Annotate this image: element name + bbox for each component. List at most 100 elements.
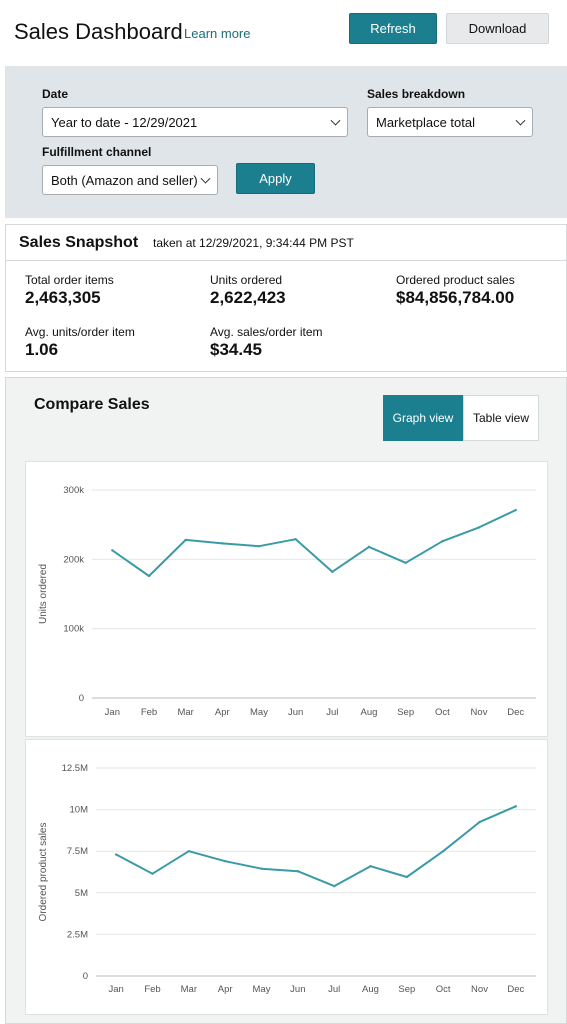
x-tick-label: Jul bbox=[328, 984, 340, 995]
x-tick-label: Feb bbox=[144, 984, 160, 995]
x-tick-label: Dec bbox=[507, 984, 524, 995]
data-point bbox=[441, 850, 445, 853]
chevron-down-icon bbox=[200, 173, 211, 184]
download-button[interactable]: Download bbox=[446, 13, 549, 44]
chevron-down-icon bbox=[515, 115, 526, 126]
metric-label: Avg. sales/order item bbox=[210, 325, 323, 339]
chevron-down-icon bbox=[330, 115, 341, 126]
data-point bbox=[294, 538, 297, 541]
ordered-product-sales-chart-panel: 0 2.5M 5M 7.5M 10M 12.5M Ordered product sales… bbox=[25, 739, 548, 1015]
y-axis-label: Ordered product sales bbox=[38, 823, 49, 922]
data-point bbox=[114, 853, 118, 856]
x-tick-label: Nov bbox=[471, 984, 488, 995]
x-tick-label: Jan bbox=[109, 984, 124, 995]
data-point bbox=[111, 549, 114, 552]
x-tick-label: Dec bbox=[507, 707, 524, 718]
data-point bbox=[369, 864, 372, 868]
x-tick-label: Sep bbox=[397, 707, 414, 718]
y-tick-label: 12.5M bbox=[62, 763, 88, 774]
compare-sales-panel: Compare Sales Graph view Table view 0 100… bbox=[5, 377, 567, 1024]
x-tick-label: Jun bbox=[290, 984, 305, 995]
data-point bbox=[514, 508, 517, 512]
data-point bbox=[257, 544, 261, 548]
x-tick-label: Apr bbox=[218, 984, 233, 995]
y-tick-label: 100k bbox=[63, 624, 84, 635]
x-tick-label: May bbox=[250, 707, 268, 718]
metric-value: $34.45 bbox=[210, 340, 262, 359]
y-tick-label: 2.5M bbox=[67, 929, 88, 940]
fulfillment-channel-select[interactable]: Both (Amazon and seller) bbox=[42, 165, 218, 195]
fulfillment-channel-value: Both (Amazon and seller) bbox=[51, 172, 198, 188]
fulfillment-channel-label: Fulfillment channel bbox=[42, 145, 152, 159]
learn-more-link[interactable]: Learn more bbox=[184, 26, 251, 41]
x-tick-label: Aug bbox=[361, 707, 378, 718]
x-tick-label: Mar bbox=[177, 707, 193, 718]
data-point bbox=[478, 820, 481, 824]
data-point bbox=[223, 859, 227, 863]
data-point bbox=[184, 538, 187, 542]
x-tick-label: Jul bbox=[326, 707, 338, 718]
metric-value: 1.06 bbox=[25, 340, 59, 359]
x-tick-label: Mar bbox=[181, 984, 197, 995]
x-tick-label: Nov bbox=[471, 707, 488, 718]
sales-breakdown-label: Sales breakdown bbox=[367, 87, 466, 101]
metric-value: 2,622,423 bbox=[210, 288, 286, 307]
y-tick-label: 300k bbox=[63, 485, 84, 496]
metric-label: Avg. units/order item bbox=[25, 325, 135, 339]
data-point bbox=[441, 540, 444, 543]
y-tick-label: 7.5M bbox=[67, 846, 88, 857]
data-point bbox=[151, 872, 154, 875]
metric-value: 2,463,305 bbox=[25, 288, 101, 307]
apply-button[interactable]: Apply bbox=[236, 163, 315, 194]
snapshot-header: Sales Snapshot taken at 12/29/2021, 9:34… bbox=[6, 225, 566, 261]
snapshot-timestamp: taken at 12/29/2021, 9:34:44 PM PST bbox=[153, 236, 354, 250]
metric-total-order-items: Total order items 2,463,305 bbox=[25, 273, 114, 308]
sales-breakdown-select[interactable]: Marketplace total bbox=[367, 107, 533, 137]
ordered-product-sales-chart: 0 2.5M 5M 7.5M 10M 12.5M Ordered product sales… bbox=[38, 763, 536, 995]
data-point bbox=[332, 884, 336, 888]
data-point bbox=[331, 570, 334, 574]
date-select[interactable]: Year to date - 12/29/2021 bbox=[42, 107, 348, 137]
graph-view-toggle[interactable]: Graph view bbox=[383, 395, 463, 441]
data-point bbox=[221, 542, 224, 545]
x-tick-label: Feb bbox=[141, 707, 157, 718]
data-point bbox=[147, 574, 151, 578]
metric-avg-units-per-order-item: Avg. units/order item 1.06 bbox=[25, 325, 135, 360]
data-point bbox=[260, 867, 263, 870]
metric-avg-sales-per-order-item: Avg. sales/order item $34.45 bbox=[210, 325, 323, 360]
y-tick-label: 5M bbox=[75, 888, 88, 899]
series-line bbox=[111, 509, 517, 577]
y-tick-label: 0 bbox=[83, 971, 88, 982]
page-title: Sales Dashboard bbox=[14, 19, 183, 44]
snapshot-title: Sales Snapshot bbox=[19, 234, 139, 251]
compare-sales-title: Compare Sales bbox=[34, 396, 150, 413]
metric-ordered-product-sales: Ordered product sales $84,856,784.00 bbox=[396, 273, 515, 308]
data-point bbox=[367, 545, 371, 549]
sales-snapshot-panel: Sales Snapshot taken at 12/29/2021, 9:34… bbox=[5, 224, 567, 372]
data-point bbox=[477, 526, 481, 529]
units-ordered-chart: 0 100k 200k 300k Units ordered Jan Feb Mar Apr Ma… bbox=[38, 485, 536, 718]
filters-panel: Date Year to date - 12/29/2021 Sales bre… bbox=[5, 66, 567, 218]
y-tick-label: 0 bbox=[79, 693, 84, 704]
x-tick-label: Sep bbox=[398, 984, 415, 995]
data-point bbox=[404, 561, 407, 564]
x-tick-label: Aug bbox=[362, 984, 379, 995]
table-view-toggle[interactable]: Table view bbox=[463, 395, 539, 441]
data-point bbox=[514, 805, 518, 808]
x-tick-label: Oct bbox=[435, 707, 450, 718]
x-tick-label: Apr bbox=[215, 707, 230, 718]
page-header: Sales Dashboard Learn more Refresh Downl… bbox=[0, 0, 567, 66]
refresh-button[interactable]: Refresh bbox=[349, 13, 437, 44]
metric-label: Units ordered bbox=[210, 273, 283, 287]
y-tick-label: 10M bbox=[70, 805, 89, 816]
metric-label: Ordered product sales bbox=[396, 273, 515, 287]
data-point bbox=[296, 869, 300, 873]
y-tick-label: 200k bbox=[63, 554, 84, 565]
units-ordered-chart-panel: 0 100k 200k 300k Units ordered Jan Feb Mar Apr Ma… bbox=[25, 461, 548, 737]
metric-label: Total order items bbox=[25, 273, 114, 287]
data-point bbox=[405, 875, 409, 879]
x-tick-label: Jan bbox=[105, 707, 120, 718]
date-select-value: Year to date - 12/29/2021 bbox=[51, 114, 198, 130]
metric-value: $84,856,784.00 bbox=[396, 288, 515, 307]
data-point bbox=[187, 850, 191, 853]
